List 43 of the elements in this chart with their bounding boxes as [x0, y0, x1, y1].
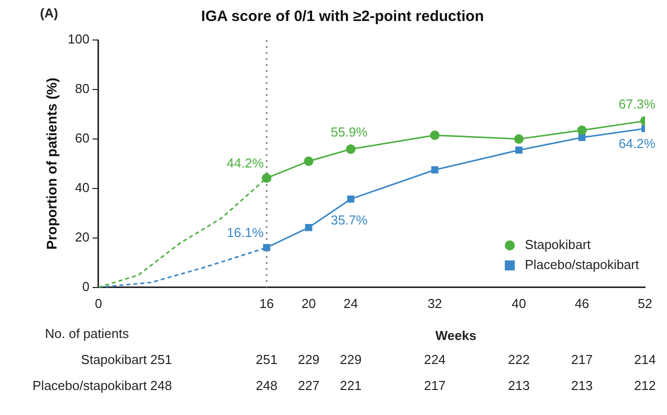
text: Stapokibart 251 [80, 352, 172, 367]
text: 251 [256, 352, 278, 367]
x-tick-label: 52 [638, 296, 652, 311]
legend-label: Stapokibart [524, 236, 591, 252]
y-axis-title: Proportion of patients (%) [43, 78, 60, 250]
text: 222 [508, 352, 530, 367]
y-tick-label: 100 [68, 32, 90, 47]
x-tick-label: 24 [343, 296, 358, 311]
y-tick-label: 20 [75, 230, 90, 244]
text: No. of patients [45, 326, 130, 341]
text: 213 [571, 378, 593, 393]
text: (A) [40, 6, 58, 21]
data-label: 16.1% [226, 225, 264, 240]
text: 229 [340, 352, 362, 367]
text: 224 [424, 352, 446, 367]
x-axis-title: Weeks [435, 328, 476, 343]
text: Placebo/stapokibart 248 [32, 378, 172, 393]
data-label: 67.3% [618, 96, 656, 112]
x-tick-label: 40 [512, 296, 526, 311]
y-tick-label: 40 [75, 180, 90, 196]
x-tick-label: 0 [94, 296, 102, 311]
y-tick-label: 80 [75, 81, 90, 96]
x-tick-label: 16 [259, 296, 274, 311]
text: 213 [508, 378, 530, 393]
data-label: 35.7% [330, 212, 368, 228]
text: 227 [298, 378, 320, 393]
data-label: 44.2% [226, 156, 264, 171]
data-label: 64.2% [618, 136, 656, 152]
x-tick-label: 32 [428, 296, 442, 311]
text: 212 [634, 378, 656, 393]
legend-label: Placebo/stapokibart [524, 256, 640, 272]
y-tick-label: 0 [82, 278, 90, 294]
text: 217 [424, 378, 446, 393]
x-tick-label: 46 [574, 296, 590, 311]
text: 229 [298, 352, 320, 367]
y-tick-label: 60 [75, 130, 90, 146]
data-label: 55.9% [330, 124, 368, 140]
chart-title: IGA score of 0/1 with ≥2-point reduction [201, 8, 484, 26]
text: 214 [634, 352, 656, 367]
text: 221 [340, 378, 362, 393]
text: 217 [571, 352, 593, 367]
text: 248 [256, 378, 278, 393]
x-tick-label: 20 [301, 296, 316, 311]
